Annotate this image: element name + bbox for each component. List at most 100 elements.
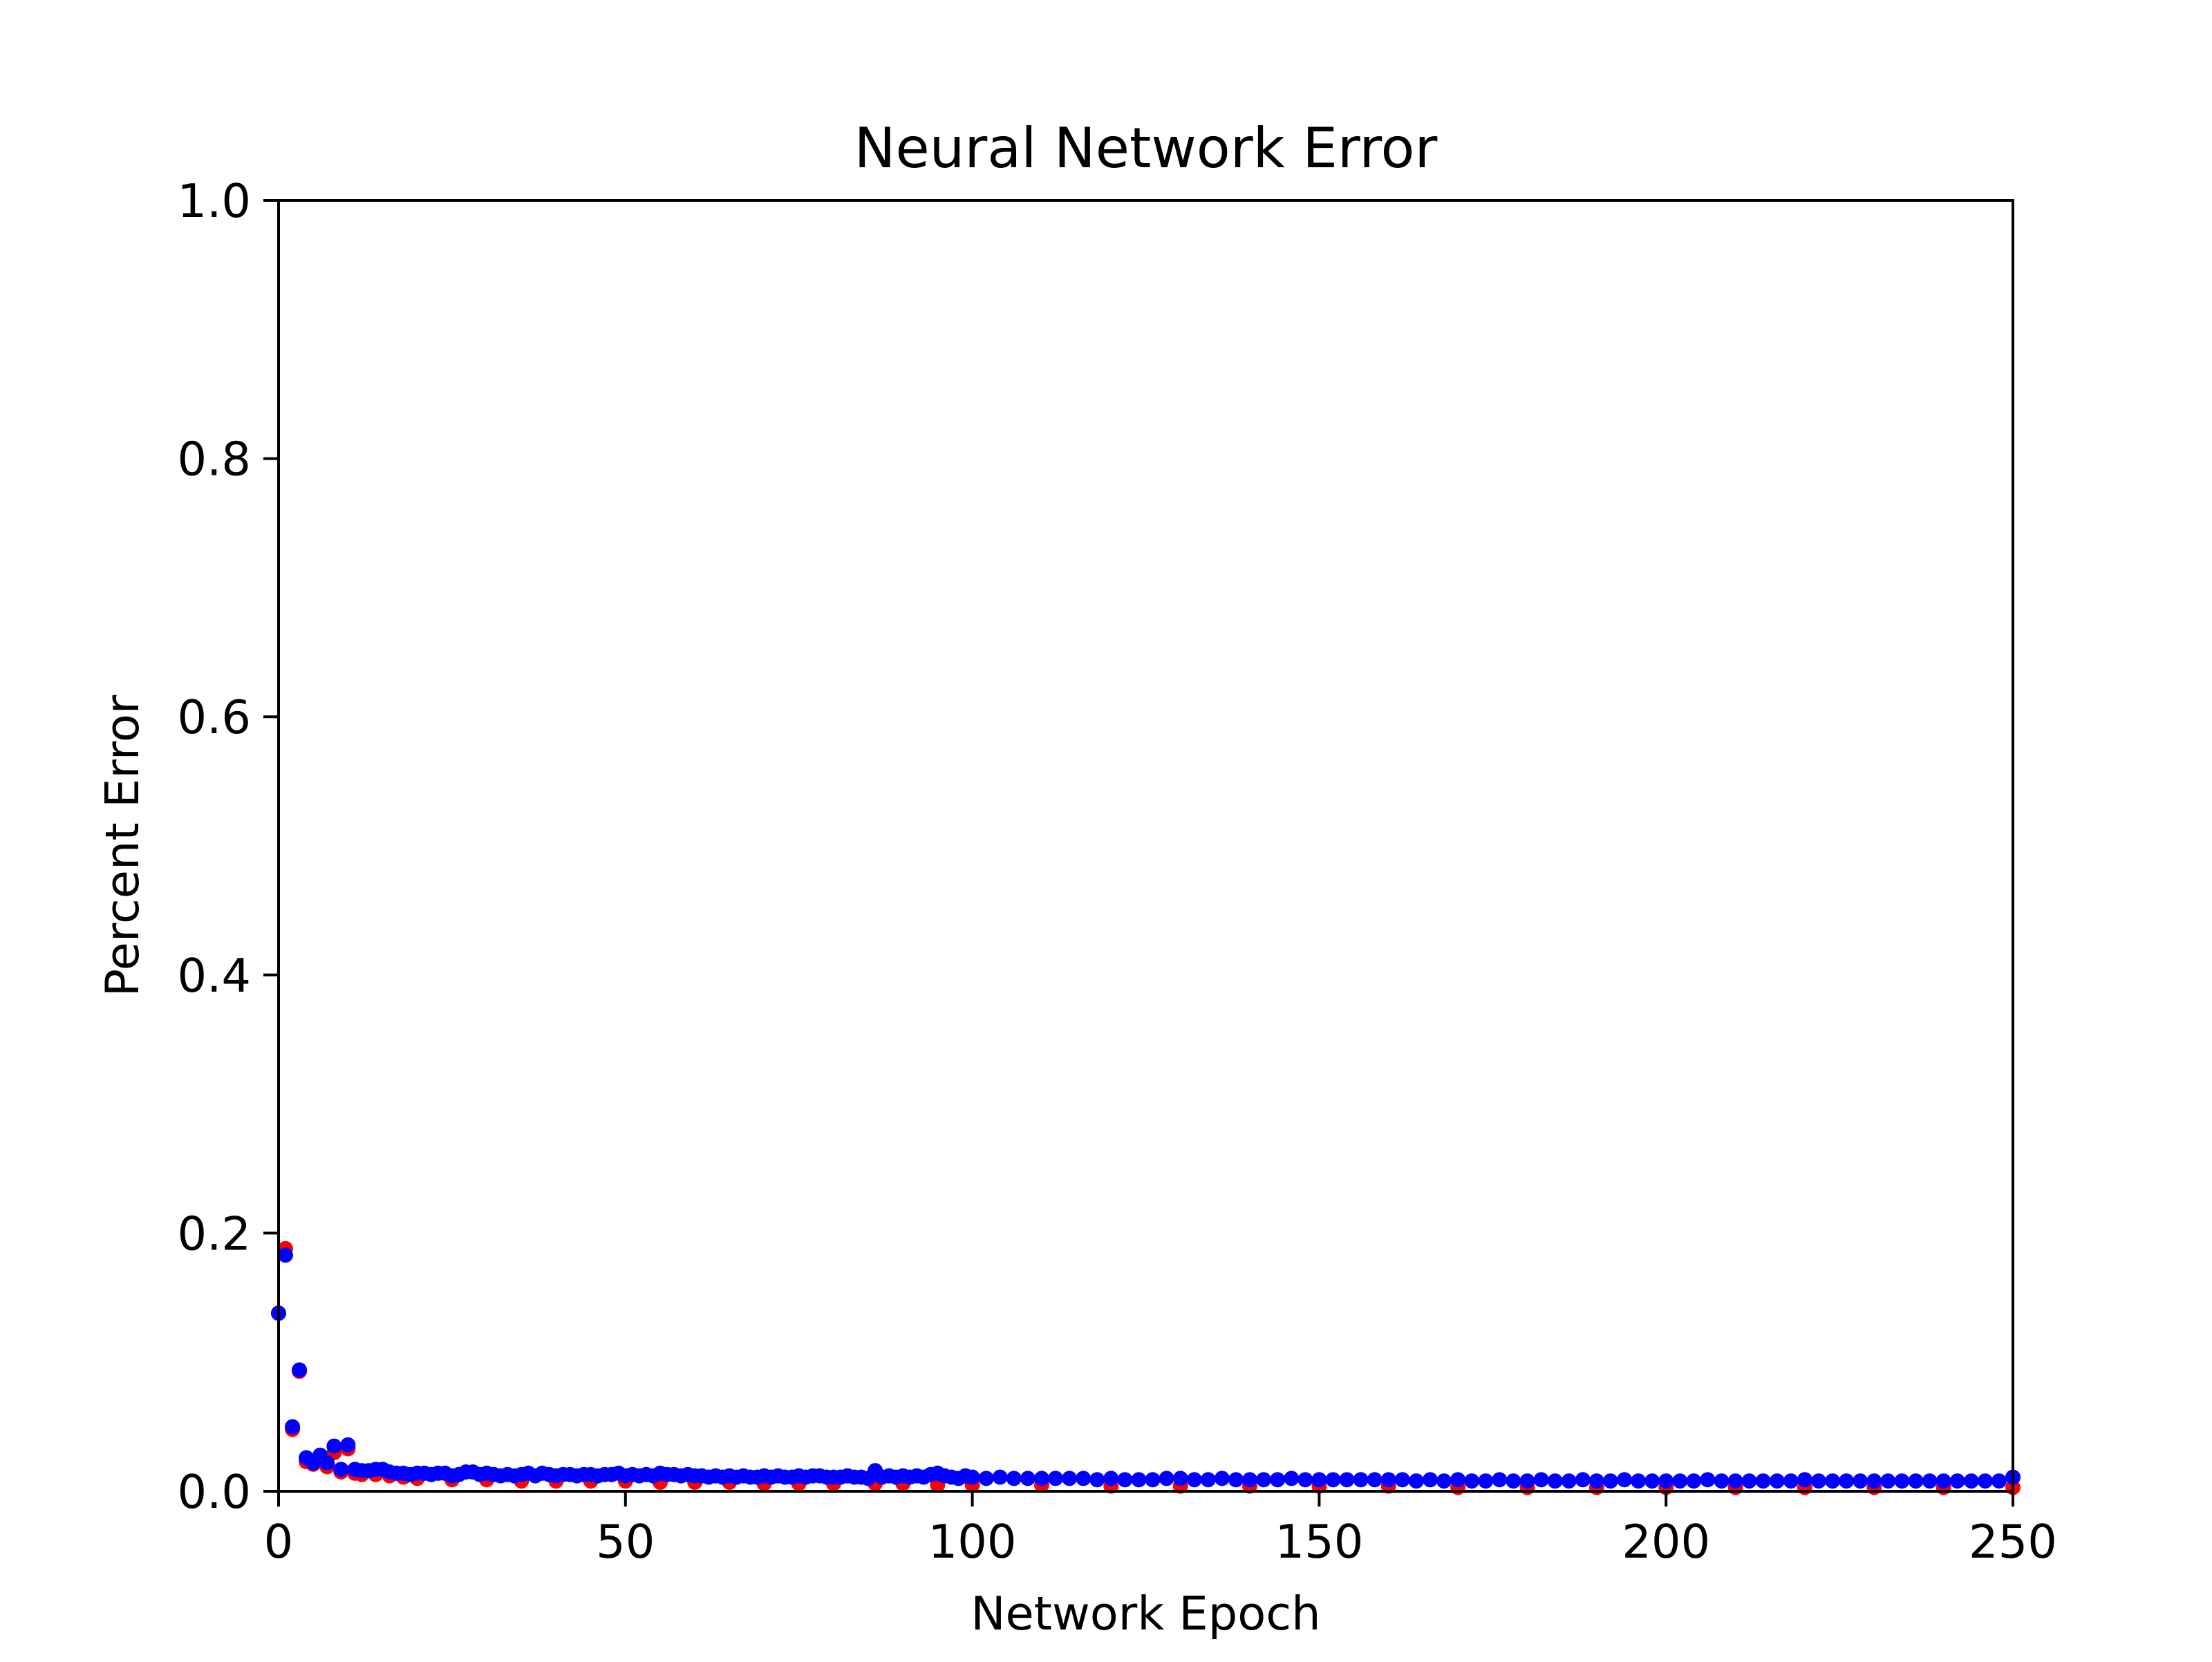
data-point (1464, 1473, 1480, 1489)
data-point (1672, 1473, 1688, 1489)
data-point (1797, 1472, 1812, 1488)
data-point (1034, 1471, 1049, 1486)
data-point (1575, 1472, 1591, 1488)
data-point (340, 1437, 356, 1453)
data-point (1825, 1473, 1841, 1489)
data-point (1020, 1471, 1035, 1486)
data-point (1506, 1473, 1521, 1489)
data-point (1423, 1472, 1438, 1488)
y-tick-label: 0.2 (177, 1207, 251, 1260)
data-point (1103, 1471, 1119, 1486)
data-point (1686, 1473, 1702, 1489)
data-point (1478, 1473, 1494, 1489)
data-point (1949, 1473, 1965, 1489)
data-point (1741, 1473, 1757, 1489)
data-point (1631, 1473, 1647, 1489)
data-point (1062, 1471, 1078, 1486)
data-point (1297, 1472, 1313, 1488)
data-point (1963, 1473, 1979, 1489)
data-point (1270, 1472, 1286, 1488)
data-point (1602, 1473, 1618, 1489)
x-tick-label: 0 (264, 1515, 294, 1569)
data-point (1006, 1471, 1022, 1486)
y-tick-label: 0.0 (177, 1465, 251, 1519)
data-point (1408, 1473, 1424, 1489)
x-tick-label: 150 (1275, 1515, 1363, 1569)
data-point (1450, 1472, 1466, 1488)
data-point (1284, 1471, 1300, 1486)
data-point (1380, 1472, 1396, 1488)
data-point (1519, 1473, 1535, 1489)
data-point (1936, 1473, 1951, 1489)
data-point (333, 1462, 349, 1477)
data-point (1588, 1473, 1604, 1489)
data-point (1922, 1473, 1938, 1489)
y-tick-label: 0.6 (177, 690, 251, 744)
data-point (1186, 1472, 1202, 1488)
data-point (1617, 1472, 1632, 1488)
data-point (285, 1419, 301, 1435)
x-tick-label: 100 (928, 1515, 1017, 1569)
data-point (1256, 1472, 1272, 1488)
data-point (1783, 1473, 1799, 1489)
data-point (1145, 1472, 1161, 1488)
x-axis-label: Network Epoch (971, 1587, 1320, 1641)
data-point (992, 1469, 1008, 1485)
data-point (1200, 1472, 1216, 1488)
data-point (1866, 1473, 1882, 1489)
data-point (1700, 1472, 1716, 1488)
data-point (1547, 1473, 1563, 1489)
data-point (1561, 1473, 1577, 1489)
data-point (1839, 1473, 1855, 1489)
data-point (1353, 1472, 1369, 1488)
data-point (1769, 1473, 1785, 1489)
y-tick-label: 1.0 (177, 174, 251, 228)
data-point (1908, 1473, 1924, 1489)
y-axis-label: Percent Error (95, 695, 149, 997)
chart-title: Neural Network Error (854, 116, 1438, 180)
data-point (1853, 1473, 1868, 1489)
data-point (1325, 1472, 1341, 1488)
plot-frame (277, 199, 2014, 1493)
data-point (1533, 1472, 1549, 1488)
data-point (978, 1471, 994, 1486)
data-point (292, 1362, 308, 1378)
data-point (1242, 1472, 1257, 1488)
data-point (1894, 1473, 1910, 1489)
data-point (1394, 1472, 1410, 1488)
data-point (1658, 1473, 1674, 1489)
data-point (1076, 1471, 1091, 1486)
data-point (1644, 1473, 1660, 1489)
data-point (1311, 1472, 1327, 1488)
data-point (1159, 1471, 1174, 1486)
x-tick-label: 50 (596, 1515, 655, 1569)
data-point (278, 1247, 293, 1263)
data-point (319, 1455, 335, 1471)
data-point (1048, 1471, 1063, 1486)
data-point (1172, 1471, 1188, 1486)
data-point (1714, 1473, 1730, 1489)
y-tick-label: 0.4 (177, 949, 251, 1003)
data-point (1089, 1472, 1105, 1488)
data-point (1339, 1472, 1355, 1488)
data-point (1977, 1473, 1993, 1489)
y-axis: 0.0 0.2 0.4 0.6 0.8 1.0 (177, 174, 279, 1519)
data-point (326, 1438, 342, 1454)
data-point (1492, 1472, 1508, 1488)
blue-series (271, 1247, 2021, 1489)
y-tick-label: 0.8 (177, 433, 251, 487)
data-point (1727, 1473, 1743, 1489)
x-tick-label: 250 (1969, 1515, 2057, 1569)
x-tick-label: 200 (1622, 1515, 1710, 1569)
data-point (1228, 1472, 1244, 1488)
data-point (1131, 1472, 1147, 1488)
data-point (1811, 1473, 1826, 1489)
data-point (1436, 1473, 1452, 1489)
data-point (1117, 1472, 1133, 1488)
x-axis: 0 50 100 150 200 250 (264, 1491, 2057, 1569)
data-point (1367, 1472, 1382, 1488)
data-point (1880, 1473, 1896, 1489)
data-point (964, 1469, 980, 1485)
